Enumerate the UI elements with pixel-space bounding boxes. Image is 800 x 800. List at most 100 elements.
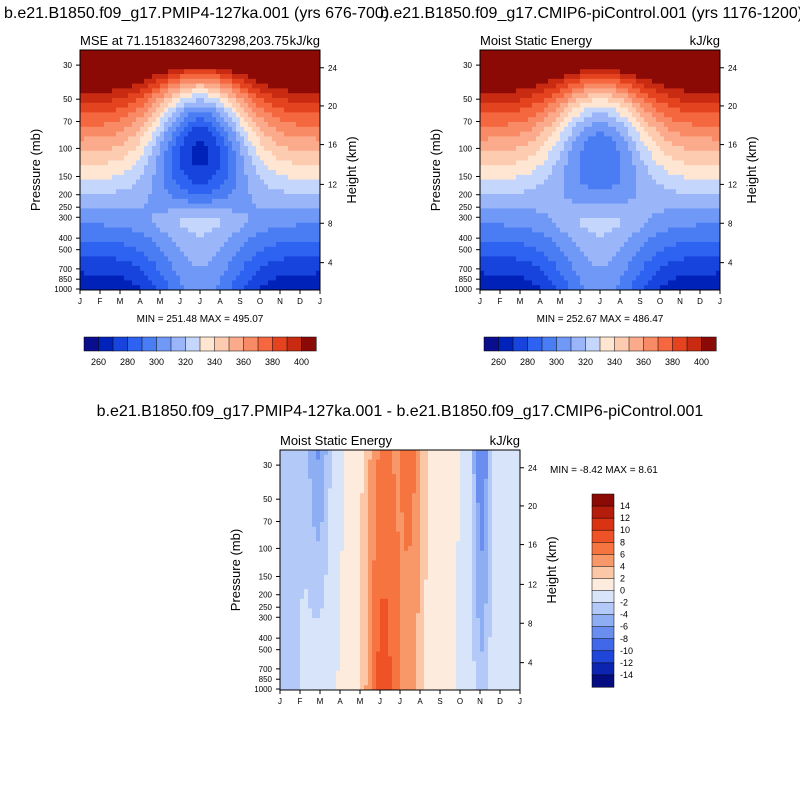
field-cell (532, 102, 537, 108)
field-cell (304, 122, 309, 128)
field-cell (120, 50, 125, 56)
field-cell (612, 150, 617, 156)
field-cell (236, 64, 241, 70)
field-cell (504, 112, 509, 118)
field-cell (208, 222, 213, 228)
field-cell (564, 117, 569, 123)
field-cell (204, 141, 209, 147)
field-cell (224, 78, 229, 84)
field-cell (528, 194, 533, 200)
field-cell (180, 242, 185, 248)
field-cell (540, 50, 545, 56)
field-cell (280, 179, 285, 185)
colorbar-swatch (83, 336, 100, 352)
field-cell (92, 150, 97, 156)
field-cell (180, 222, 185, 228)
field-cell (492, 117, 497, 123)
field-cell (132, 69, 137, 75)
field-cell (204, 237, 209, 243)
field-cell (604, 270, 609, 276)
field-cell (260, 208, 265, 214)
field-cell (296, 112, 301, 118)
field-cell (580, 112, 585, 118)
field-cell (520, 83, 525, 89)
field-cell (224, 222, 229, 228)
field-cell (284, 83, 289, 89)
field-cell (200, 275, 205, 281)
field-cell (236, 131, 241, 137)
field-cell (564, 136, 569, 142)
field-cell (88, 179, 93, 185)
field-cell (144, 59, 149, 65)
field-cell (616, 261, 621, 267)
field-cell (200, 266, 205, 272)
field-cell (584, 237, 589, 243)
field-cell (92, 170, 97, 176)
field-cell (280, 136, 285, 142)
field-cell (92, 69, 97, 75)
field-cell (304, 170, 309, 176)
field-cell (292, 218, 297, 224)
field-cell (516, 78, 521, 84)
field-cell (220, 213, 225, 219)
field-cell (268, 112, 273, 118)
field-cell (288, 242, 293, 248)
field-cell (584, 126, 589, 132)
field-cell (568, 122, 573, 128)
field-cell (304, 179, 309, 185)
field-cell (172, 203, 177, 209)
field-cell (136, 78, 141, 84)
field-cell (624, 242, 629, 248)
field-cell (552, 93, 557, 99)
field-cell (200, 155, 205, 161)
field-cell (196, 251, 201, 257)
field-cell (548, 179, 553, 185)
field-cell (164, 126, 169, 132)
field-cell (560, 256, 565, 262)
field-cell (492, 266, 497, 272)
field-cell (560, 122, 565, 128)
field-cell (240, 170, 245, 176)
field-cell (624, 155, 629, 161)
field-cell (112, 141, 117, 147)
field-cell (304, 93, 309, 99)
field-cell (208, 88, 213, 94)
field-cell (504, 74, 509, 80)
field-cell (596, 242, 601, 248)
field-cell (592, 78, 597, 84)
field-cell (288, 150, 293, 156)
field-cell (160, 184, 165, 190)
field-cell (228, 98, 233, 104)
field-cell (300, 270, 305, 276)
field-cell (232, 222, 237, 228)
field-cell (140, 280, 145, 286)
field-cell (552, 165, 557, 171)
field-cell (480, 242, 485, 248)
field-cell (168, 83, 173, 89)
field-cell (276, 131, 281, 137)
field-cell (596, 83, 601, 89)
field-cell (572, 155, 577, 161)
field-cell (168, 59, 173, 65)
field-cell (520, 232, 525, 238)
field-cell (596, 194, 601, 200)
field-cell (120, 126, 125, 132)
field-cell (588, 112, 593, 118)
field-cell (608, 203, 613, 209)
field-cell (280, 189, 285, 195)
field-cell (484, 232, 489, 238)
field-cell (532, 237, 537, 243)
field-cell (204, 59, 209, 65)
field-cell (576, 246, 581, 252)
field-cell (216, 227, 221, 233)
field-cell (616, 208, 621, 214)
field-cell (620, 174, 625, 180)
field-cell (96, 78, 101, 84)
field-cell (524, 69, 529, 75)
field-cell (528, 107, 533, 113)
field-cell (556, 74, 561, 80)
field-cell (108, 64, 113, 70)
field-cell (116, 59, 121, 65)
field-cell (580, 232, 585, 238)
field-cell (552, 146, 557, 152)
